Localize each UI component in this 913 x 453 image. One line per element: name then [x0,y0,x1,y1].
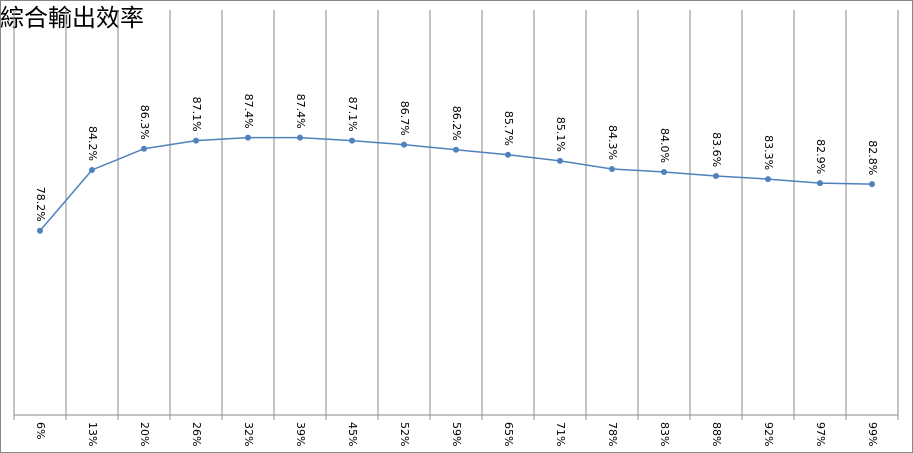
data-label: 82.9% [814,139,827,174]
x-tick-label: 32% [242,422,255,446]
x-tick-label: 99% [866,422,879,446]
x-tick-label: 65% [502,422,515,446]
data-label: 84.2% [86,126,99,161]
data-label: 85.1% [554,117,567,152]
point [869,181,875,188]
x-tick-label: 52% [398,422,411,446]
point [349,137,355,144]
x-tick-label: 78% [606,422,619,446]
data-label: 87.4% [294,94,307,129]
data-label: 87.1% [190,97,203,132]
point [37,227,43,234]
x-tick-label: 88% [710,422,723,446]
point [505,151,511,158]
point [453,146,459,153]
data-label: 82.8% [866,140,879,175]
data-label: 86.7% [398,101,411,136]
x-tick-label: 6% [34,422,47,439]
data-label: 84.3% [606,125,619,160]
point [401,141,407,148]
point [245,134,251,141]
point [713,173,719,180]
data-label: 86.3% [138,105,151,140]
data-label: 83.3% [762,135,775,170]
x-tick-label: 83% [658,422,671,446]
point [297,134,303,141]
point [609,165,615,172]
x-tick-label: 92% [762,422,775,446]
point [817,180,823,187]
chart-title: 綜合輸出效率 [0,4,144,32]
data-label: 87.4% [242,94,255,129]
point [141,145,147,152]
point [193,137,199,144]
x-tick-label: 26% [190,422,203,446]
point [765,176,771,183]
x-tick-label: 39% [294,422,307,446]
point [557,157,563,164]
data-label: 83.6% [710,132,723,167]
x-tick-label: 13% [86,422,99,446]
x-tick-label: 71% [554,422,567,446]
data-label: 78.2% [34,187,47,222]
data-label: 85.7% [502,111,515,146]
point [661,169,667,175]
data-label: 86.2% [450,106,463,141]
x-tick-label: 20% [138,422,151,446]
x-tick-label: 45% [346,422,359,446]
x-tick-label: 97% [814,422,827,446]
x-tick-label: 59% [450,422,463,446]
data-label: 87.1% [346,97,359,132]
point [89,166,95,173]
data-label: 84.0% [658,128,671,163]
